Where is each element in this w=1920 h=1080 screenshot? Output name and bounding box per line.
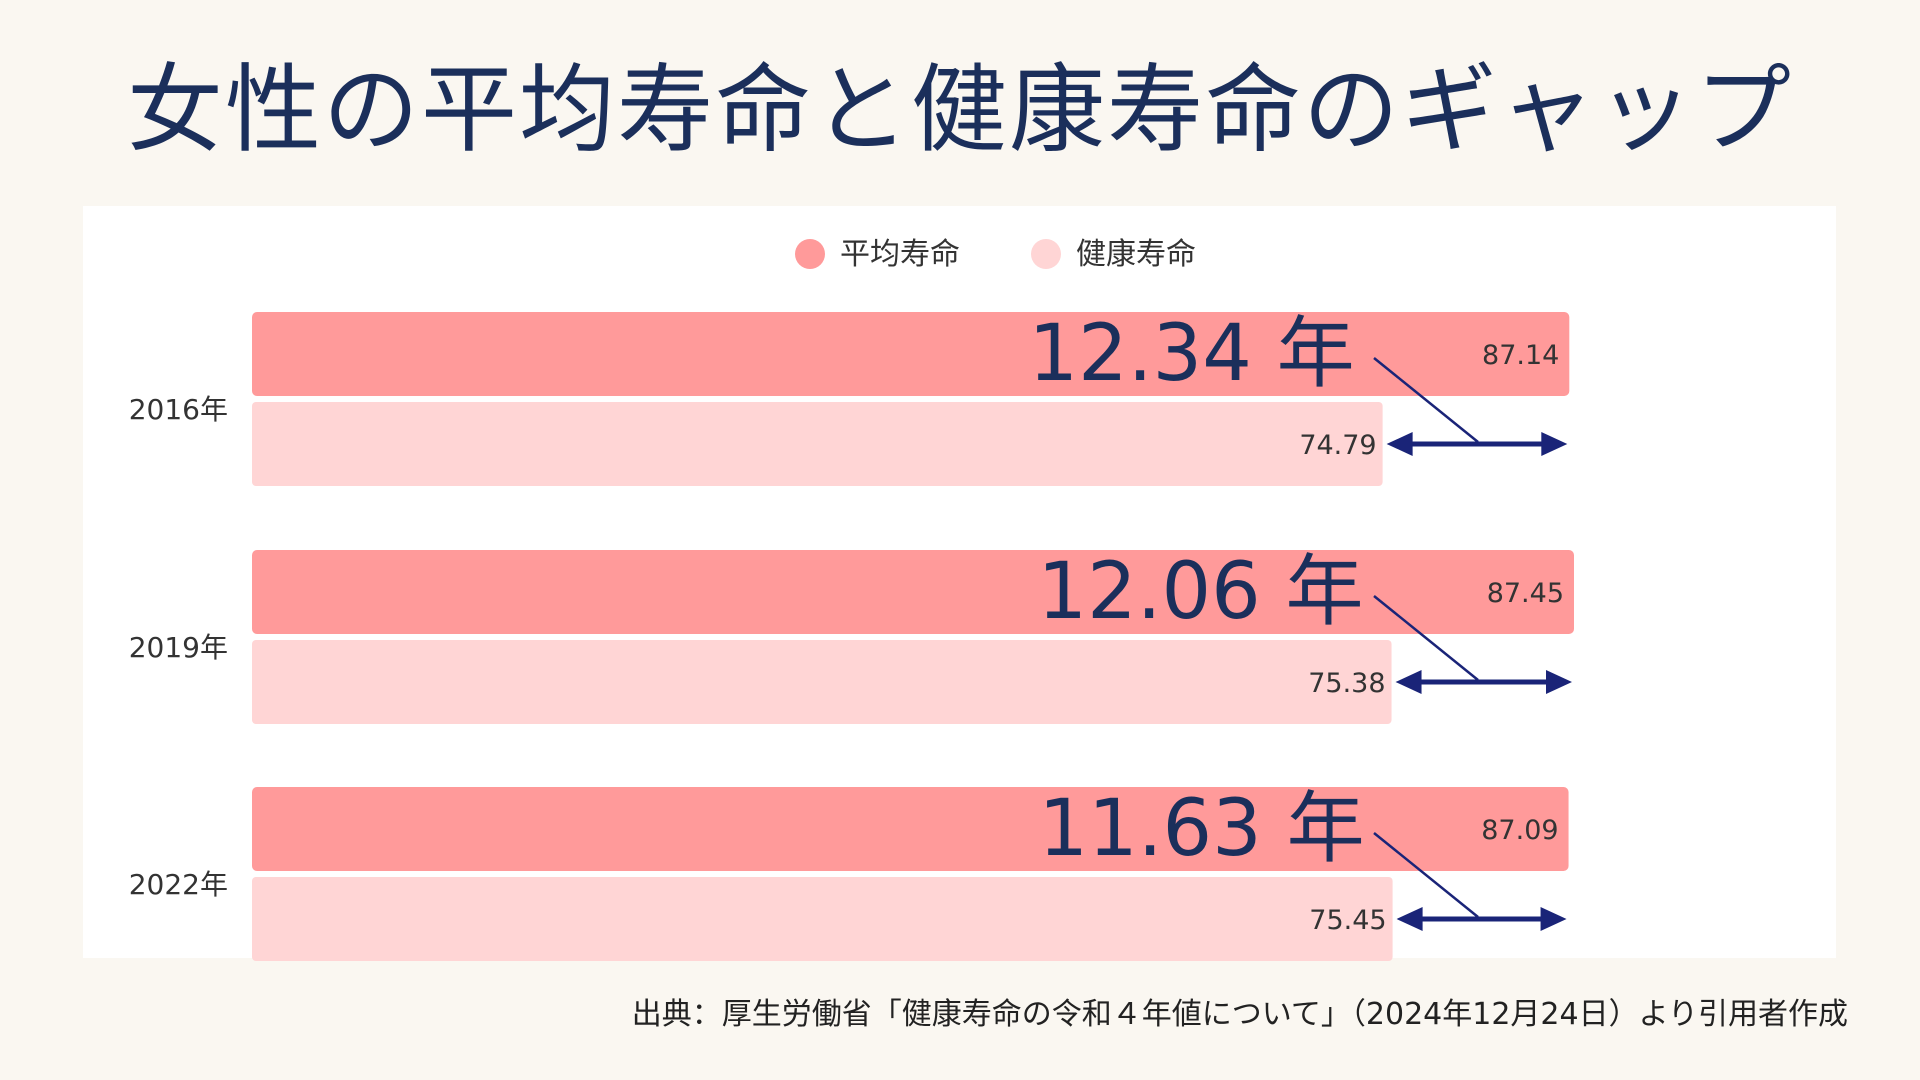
gap-arrow-head-right xyxy=(1541,432,1568,456)
bar-average-value-label: 87.45 xyxy=(1487,578,1564,609)
gap-arrow-head-right xyxy=(1546,670,1572,694)
gap-arrow-head-left xyxy=(1395,670,1422,694)
bar-average xyxy=(252,312,1570,396)
bar-healthy xyxy=(252,402,1383,486)
bar-healthy-value-label: 74.79 xyxy=(1299,430,1376,461)
bar-healthy-value-label: 75.45 xyxy=(1309,905,1386,936)
bar-average xyxy=(252,550,1574,634)
gap-arrow-head-left xyxy=(1396,907,1423,931)
gap-leader-line xyxy=(1373,357,1479,443)
legend-swatch-2 xyxy=(1031,239,1061,269)
gap-label: 12.06 年 xyxy=(1037,547,1363,637)
gap-leader-line xyxy=(1373,832,1479,918)
bar-average xyxy=(252,787,1569,871)
bar-average-value-label: 87.09 xyxy=(1481,815,1558,846)
gap-label: 11.63 年 xyxy=(1038,784,1364,874)
category-label: 2022年 xyxy=(129,868,228,901)
gap-arrow-head-left xyxy=(1386,432,1413,456)
legend-label-1: 平均寿命 xyxy=(840,237,960,272)
bar-healthy xyxy=(252,640,1392,724)
page-title: 女性の平均寿命と健康寿命のギャップ xyxy=(127,54,1793,166)
source-note: 出典：厚生労働省「健康寿命の令和４年値について」（2024年12月24日）より引… xyxy=(631,997,1848,1032)
legend-label-2: 健康寿命 xyxy=(1076,237,1196,272)
bar-average-value-label: 87.14 xyxy=(1482,340,1559,371)
gap-label: 12.34 年 xyxy=(1029,309,1355,399)
gap-arrow-head-right xyxy=(1540,907,1567,931)
legend-swatch-1 xyxy=(795,239,825,269)
bar-healthy xyxy=(252,877,1393,961)
category-label: 2019年 xyxy=(129,631,228,664)
bar-healthy-value-label: 75.38 xyxy=(1308,668,1385,699)
gap-leader-line xyxy=(1373,595,1479,681)
category-label: 2016年 xyxy=(129,393,228,426)
